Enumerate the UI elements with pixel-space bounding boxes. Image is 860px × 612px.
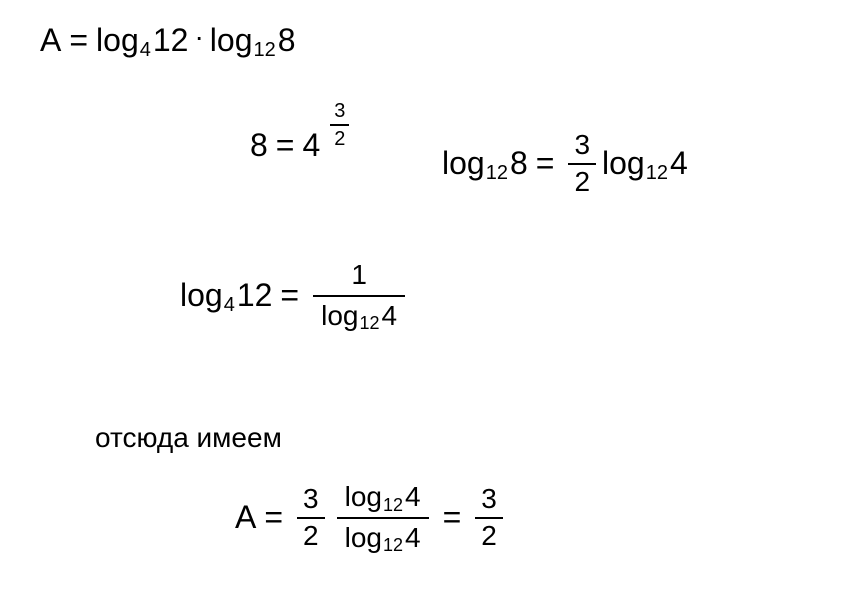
from-here-label: отсюда имеем xyxy=(95,422,282,454)
log-base: 12 xyxy=(359,314,379,334)
log-base: 12 xyxy=(383,496,403,516)
equals: = xyxy=(443,499,462,536)
log-base: 4 xyxy=(224,294,235,317)
log-word: log xyxy=(442,145,485,182)
equals: = xyxy=(280,277,299,314)
log-word: log xyxy=(210,22,253,59)
equation-line-4: A = 3 2 log 12 4 log 12 4 = 3 2 xyxy=(235,480,509,556)
log-term: log 12 4 xyxy=(602,145,688,182)
equation-line-2a: 8 = 4 3 2 xyxy=(250,120,355,170)
fraction-log-ratio: log 12 4 log 12 4 xyxy=(337,480,429,556)
log-word: log xyxy=(602,145,645,182)
fraction-numerator: 3 xyxy=(568,130,596,161)
log-base: 12 xyxy=(253,39,275,62)
log-base: 12 xyxy=(646,162,668,185)
log-base: 4 xyxy=(140,39,151,62)
fraction-bar xyxy=(313,295,405,297)
fraction-numerator: 3 xyxy=(297,484,325,515)
log-term: log 12 8 xyxy=(442,145,528,182)
fraction-numerator: 1 xyxy=(343,258,375,293)
log-base: 12 xyxy=(383,536,403,556)
variable-a: A xyxy=(235,499,256,536)
log-base: 12 xyxy=(486,162,508,185)
equation-line-3: log 4 12 = 1 log 12 4 xyxy=(180,258,411,334)
fraction-3-2: 3 2 xyxy=(568,130,596,198)
equals: = xyxy=(536,145,555,182)
fraction-bar xyxy=(337,517,429,519)
log-arg: 12 xyxy=(237,277,273,314)
log-term-1: log 4 12 xyxy=(96,22,188,59)
fraction-3-2: 3 2 xyxy=(297,484,325,552)
equals: = xyxy=(276,127,295,164)
fraction: 1 log 12 4 xyxy=(313,258,405,334)
fraction-numerator: log 12 4 xyxy=(337,480,429,515)
multiply-dot: · xyxy=(194,21,203,53)
log-term: log 4 12 xyxy=(180,277,272,314)
math-derivation: A = log 4 12 · log 12 8 8 = 4 3 2 log xyxy=(0,0,860,612)
log-arg: 4 xyxy=(670,145,688,182)
log-arg: 12 xyxy=(153,22,189,59)
log-word: log xyxy=(345,482,382,513)
log-term-2: log 12 8 xyxy=(210,22,296,59)
fraction-bar xyxy=(568,163,596,165)
fraction-bar xyxy=(475,517,503,519)
fraction-denominator: 2 xyxy=(330,128,349,150)
log-word: log xyxy=(345,523,382,554)
fraction: 3 2 xyxy=(330,100,349,150)
equation-line-1: A = log 4 12 · log 12 8 xyxy=(40,22,296,59)
exponent-fraction: 3 2 xyxy=(324,100,355,150)
fraction-denominator: 2 xyxy=(297,521,325,552)
fraction-denominator: 2 xyxy=(568,167,596,198)
fraction-numerator: 3 xyxy=(330,100,349,122)
log-arg: 8 xyxy=(278,22,296,59)
log-word: log xyxy=(180,277,223,314)
fraction-bar xyxy=(330,124,349,126)
equals: = xyxy=(69,22,88,59)
fraction-bar xyxy=(297,517,325,519)
log-arg: 8 xyxy=(510,145,528,182)
fraction-numerator: 3 xyxy=(475,484,503,515)
equation-line-2b: log 12 8 = 3 2 log 12 4 xyxy=(442,130,688,198)
log-arg: 4 xyxy=(382,301,398,332)
log-word: log xyxy=(96,22,139,59)
base-4: 4 xyxy=(302,127,320,164)
variable-a: A xyxy=(40,22,61,59)
fraction-denominator: 2 xyxy=(475,521,503,552)
equals: = xyxy=(264,499,283,536)
log-word: log xyxy=(321,301,358,332)
label-text: отсюда имеем xyxy=(95,422,282,454)
log-arg: 4 xyxy=(405,482,421,513)
fraction-denominator: log 12 4 xyxy=(337,521,429,556)
lhs-8: 8 xyxy=(250,127,268,164)
fraction-result: 3 2 xyxy=(475,484,503,552)
log-arg: 4 xyxy=(405,523,421,554)
fraction-denominator: log 12 4 xyxy=(313,299,405,334)
